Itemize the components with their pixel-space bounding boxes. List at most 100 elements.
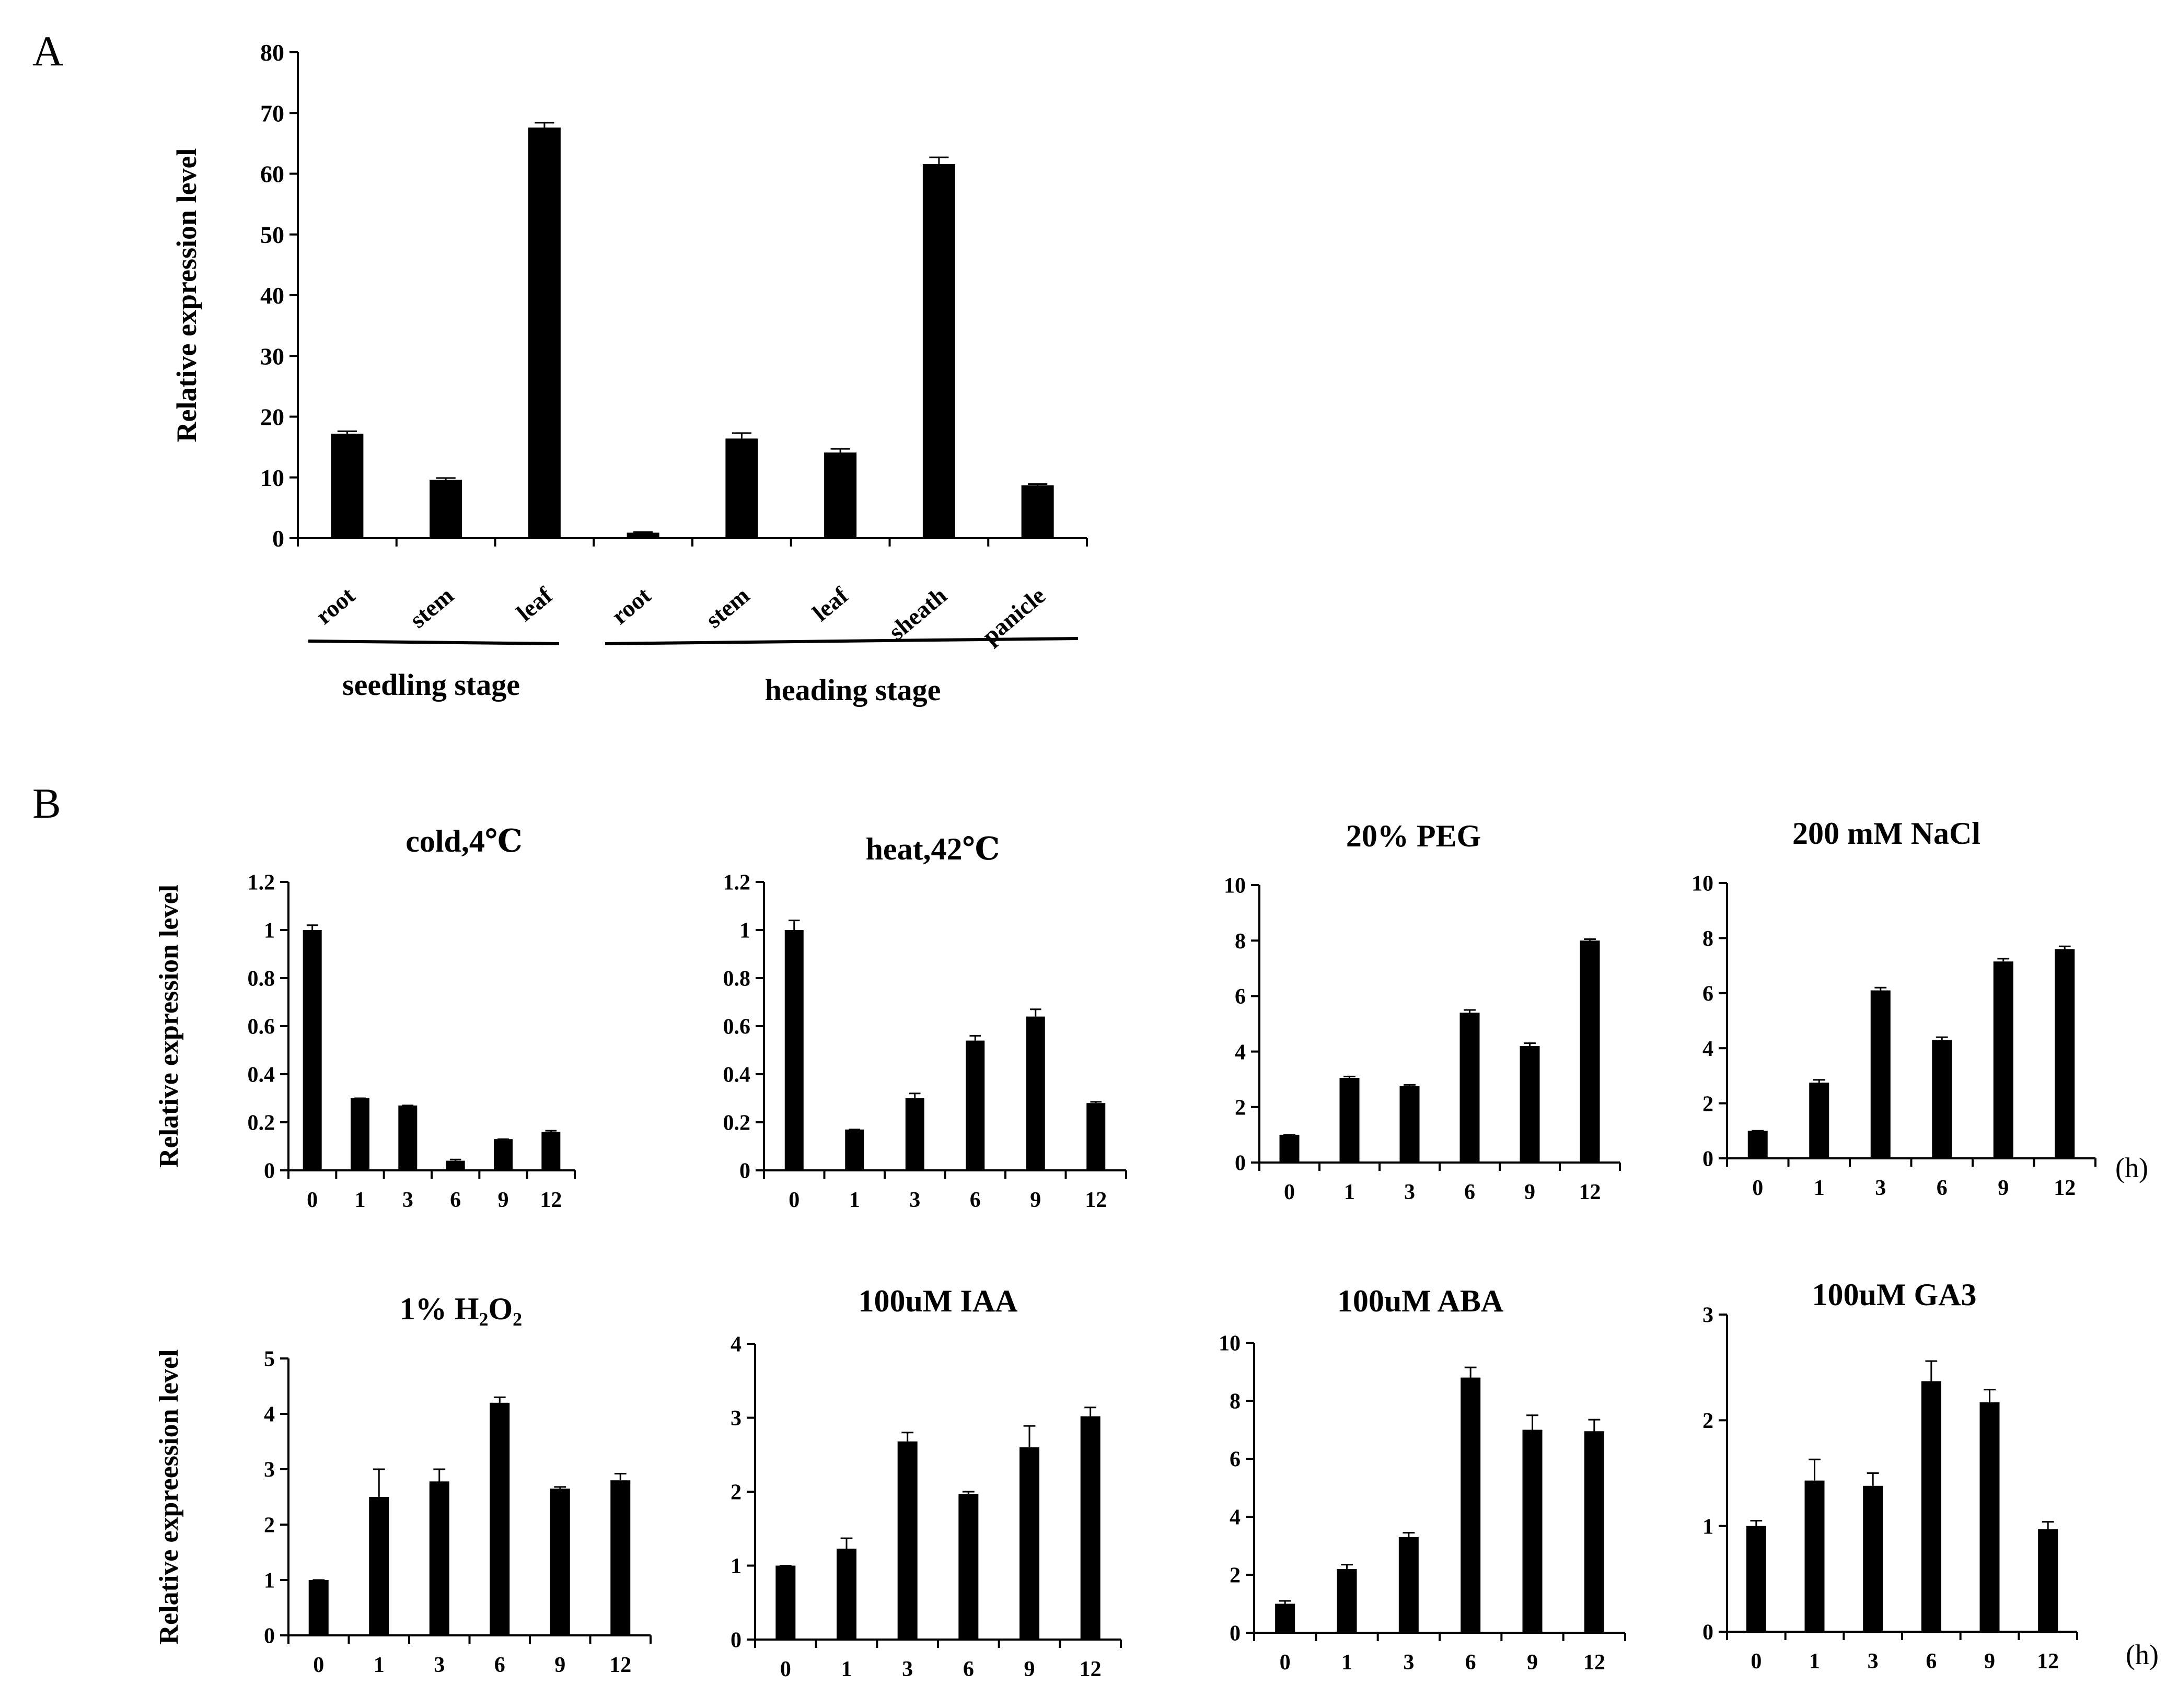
bar <box>1580 940 1600 1163</box>
category-label: 9 <box>1984 1649 1995 1674</box>
category-label: 9 <box>1524 1180 1535 1204</box>
category-label: 12 <box>1080 1657 1102 1681</box>
y-tick-label: 0 <box>1230 1622 1241 1646</box>
y-tick-label: 8 <box>1230 1390 1241 1414</box>
bar <box>725 438 758 538</box>
category-label: 9 <box>1024 1657 1035 1681</box>
y-tick-label: 80 <box>260 39 284 66</box>
bar <box>966 1040 985 1170</box>
y-tick-label: 8 <box>1702 927 1713 951</box>
bar <box>1275 1604 1295 1633</box>
y-tick-label: 0 <box>272 525 284 552</box>
y-tick-label: 4 <box>264 1403 275 1427</box>
y-tick-label: 0 <box>264 1159 275 1183</box>
bar <box>1921 1381 1941 1632</box>
y-tick-label: 4 <box>731 1333 742 1357</box>
bar <box>1993 961 2013 1158</box>
y-tick-label: 2 <box>1235 1096 1246 1120</box>
bar <box>1804 1480 1825 1632</box>
bar <box>775 1565 796 1640</box>
bar <box>1747 1131 1768 1158</box>
y-tick-label: 0.6 <box>248 1015 275 1039</box>
chart-heat: heat,42℃ 0 0.2 0.4 0.6 0.8 1 1.2 0 1 3 6 9 12 <box>723 832 1127 1212</box>
bar <box>1279 1134 1300 1163</box>
category-label: 9 <box>554 1653 565 1677</box>
y-tick-label: 0 <box>1702 1147 1713 1171</box>
bar <box>1021 485 1054 538</box>
category-label: 3 <box>434 1653 445 1677</box>
bar <box>494 1139 513 1170</box>
category-label: 12 <box>1583 1651 1605 1675</box>
category-label: 9 <box>1030 1188 1041 1212</box>
category-label: stem <box>404 582 458 633</box>
category-label: 6 <box>1465 1651 1476 1675</box>
chart-title: 100uM ABA <box>1337 1284 1503 1318</box>
y-tick-label: 1.2 <box>248 871 275 895</box>
y-tick-label: 10 <box>260 464 284 491</box>
bar <box>308 1580 329 1635</box>
bar <box>1863 1485 1883 1632</box>
bar <box>1461 1377 1481 1633</box>
y-tick-label: 3 <box>264 1458 275 1482</box>
bar <box>958 1494 979 1640</box>
bar <box>1746 1526 1766 1632</box>
category-label: 1 <box>1809 1649 1820 1674</box>
y-tick-label: 2 <box>1702 1092 1713 1116</box>
y-tick-label: 0 <box>731 1629 742 1653</box>
y-tick-label: 0 <box>264 1624 275 1648</box>
bar <box>1086 1103 1106 1170</box>
bar <box>1870 990 1891 1158</box>
category-label: 0 <box>307 1188 318 1212</box>
category-label: sheath <box>884 582 952 645</box>
bar <box>446 1160 465 1170</box>
category-label: 1 <box>841 1657 852 1681</box>
y-tick-label: 4 <box>1702 1037 1713 1061</box>
bar <box>824 452 857 538</box>
y-tick-label: 40 <box>260 282 284 309</box>
category-label: leaf <box>512 582 558 626</box>
y-tick-label: 0.6 <box>723 1015 751 1039</box>
category-label: 1 <box>1814 1176 1825 1200</box>
category-label: 0 <box>1280 1651 1291 1675</box>
y-tick-label: 0.4 <box>723 1063 751 1087</box>
category-label: stem <box>701 582 755 633</box>
chart-aba: 100uM ABA 0 2 4 6 8 10 0 1 3 6 9 12 <box>1219 1284 1626 1675</box>
chart-nacl: 200 mM NaCl 0 2 4 6 8 10 0 1 3 6 9 12 <box>1692 816 2096 1200</box>
category-label: 9 <box>1998 1176 2009 1200</box>
heading-bracket <box>605 637 1079 645</box>
category-label: 6 <box>1464 1180 1475 1204</box>
y-tick-label: 2 <box>1230 1564 1241 1588</box>
chart-tissue-expression: Relative expression level 0 10 20 30 40 50 60 70… <box>171 39 1088 649</box>
category-label: 3 <box>1404 1180 1415 1204</box>
y-tick-label: 10 <box>1219 1332 1241 1356</box>
bar <box>331 434 364 538</box>
y-tick-label: 1 <box>739 919 750 943</box>
bar <box>2055 949 2075 1158</box>
bar <box>784 930 804 1170</box>
y-axis-label: Relative expression level <box>171 148 202 443</box>
y-tick-label: 2 <box>1702 1409 1713 1433</box>
category-label: 1 <box>374 1653 385 1677</box>
y-tick-label: 6 <box>1702 982 1713 1006</box>
y-tick-label: 0.8 <box>248 967 275 991</box>
category-label: 12 <box>540 1188 562 1212</box>
category-label: 6 <box>963 1657 974 1681</box>
bar <box>610 1480 631 1635</box>
bar <box>528 127 561 538</box>
y-tick-label: 1 <box>731 1554 742 1578</box>
y-tick-label: 3 <box>1702 1304 1713 1328</box>
bar <box>922 164 955 538</box>
category-label: 12 <box>1579 1180 1601 1204</box>
y-tick-label: 0.8 <box>723 967 751 991</box>
bar <box>1398 1537 1419 1633</box>
bar <box>1809 1083 1829 1158</box>
category-label: 12 <box>2054 1176 2076 1200</box>
chart-title: cold,4℃ <box>406 824 523 858</box>
bar <box>1522 1430 1543 1633</box>
bar <box>550 1489 570 1635</box>
bar <box>1339 1078 1360 1163</box>
bar <box>541 1132 561 1170</box>
y-tick-label: 0 <box>1235 1152 1246 1176</box>
y-tick-label: 2 <box>731 1481 742 1505</box>
category-label: 6 <box>450 1188 461 1212</box>
